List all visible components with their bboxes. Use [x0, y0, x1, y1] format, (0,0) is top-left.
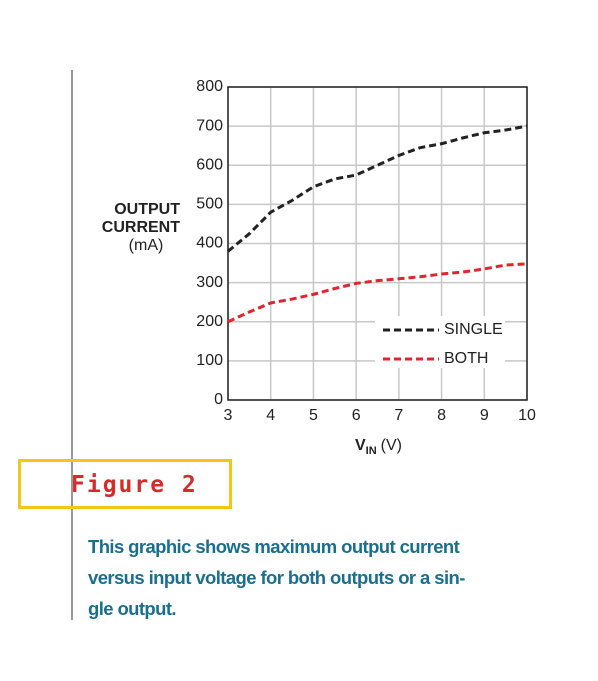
x-tick-label: 9 — [480, 407, 489, 424]
x-tick-label: 3 — [224, 407, 233, 424]
y-label: CURRENT — [102, 219, 180, 236]
figure-box: Figure 2 — [18, 459, 232, 509]
x-label: VIN (V) — [355, 437, 402, 457]
plot-frame — [227, 86, 528, 401]
x-tick-label: 7 — [394, 407, 403, 424]
y-label: (mA) — [129, 237, 164, 254]
y-tick-label: 800 — [196, 78, 223, 95]
y-tick-label: 200 — [196, 313, 223, 330]
y-tick-label: 100 — [196, 352, 223, 369]
y-tick-label: 600 — [196, 156, 223, 173]
legend-label: BOTH — [444, 350, 488, 367]
legend-label: SINGLE — [444, 321, 503, 338]
y-tick-label: 700 — [196, 117, 223, 134]
x-label-unit: (V) — [381, 437, 402, 454]
series-line — [227, 124, 528, 253]
x-tick-label: 6 — [352, 407, 361, 424]
y-tick-label: 300 — [196, 274, 223, 291]
figure-label: Figure 2 — [71, 472, 198, 498]
caption-line: This graphic shows maximum output curren… — [88, 536, 460, 557]
y-tick-label: 500 — [196, 196, 223, 213]
x-label-main: V — [355, 437, 366, 454]
series-line — [227, 262, 528, 324]
y-tick-label: 0 — [214, 391, 223, 408]
y-label: OUTPUT — [114, 201, 180, 218]
y-tick-label: 400 — [196, 235, 223, 252]
caption: This graphic shows maximum output curren… — [88, 531, 465, 624]
caption-line: versus input voltage for both outputs or… — [88, 567, 465, 588]
x-label-sub: IN — [366, 445, 377, 457]
x-tick-label: 4 — [266, 407, 275, 424]
x-tick-label: 10 — [518, 407, 536, 424]
x-tick-label: 8 — [437, 407, 446, 424]
caption-line: gle output. — [88, 598, 177, 619]
x-tick-label: 5 — [309, 407, 318, 424]
